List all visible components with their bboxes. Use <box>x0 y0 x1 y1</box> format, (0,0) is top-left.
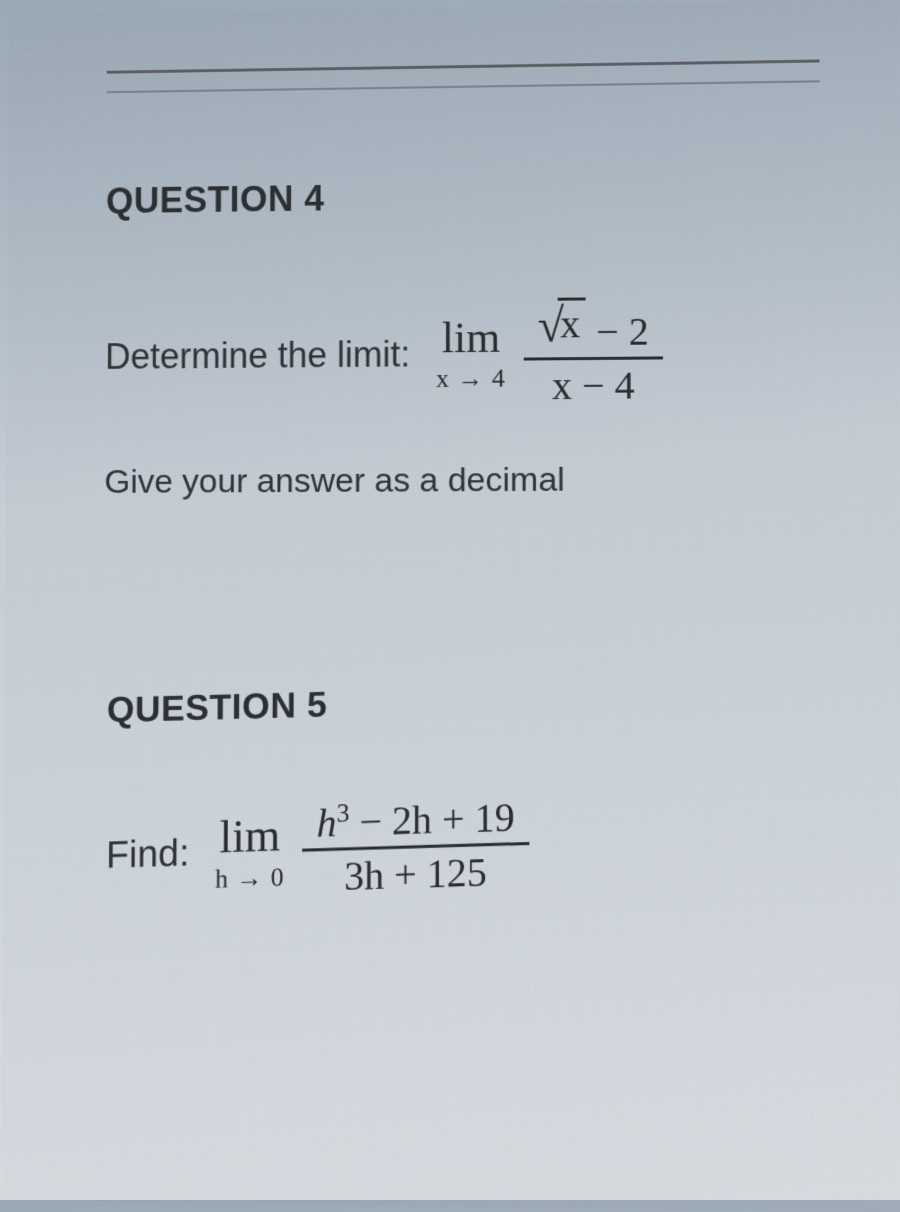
q4-prompt-text: Determine the limit: <box>105 334 410 378</box>
question-4-prompt-line: Determine the limit: lim x → 4 √ x − 2 x… <box>105 293 822 414</box>
q4-lim: lim x → 4 <box>436 316 506 392</box>
q4-lim-sub: x → 4 <box>436 366 506 392</box>
question-5-prompt-line: Find: lim h → 0 h3 − 2h + 19 3h + 125 <box>106 781 825 909</box>
q4-fraction: √ x − 2 x − 4 <box>524 295 663 412</box>
q5-lim-sub: h → 0 <box>215 864 285 892</box>
q5-denominator: 3h + 125 <box>330 847 501 903</box>
q5-lim-word: lim <box>219 812 280 860</box>
question-4-header: QUESTION 4 <box>106 172 821 222</box>
top-rule <box>107 60 820 74</box>
q5-numerator: h3 − 2h + 19 <box>303 791 529 850</box>
q5-lim: lim h → 0 <box>215 812 285 892</box>
q4-math: lim x → 4 √ x − 2 x − 4 <box>436 295 663 413</box>
q4-lim-word: lim <box>442 316 500 360</box>
q5-exp: 3 <box>337 799 350 829</box>
divider <box>107 80 820 93</box>
question-5-header: QUESTION 5 <box>107 671 824 731</box>
q5-math: lim h → 0 h3 − 2h + 19 3h + 125 <box>215 791 529 907</box>
sqrt-icon: √ x <box>538 297 586 347</box>
radical-sign: √ <box>538 310 564 344</box>
q4-num-after: − 2 <box>596 309 649 354</box>
q4-instruction: Give your answer as a decimal <box>104 460 822 502</box>
quiz-page: QUESTION 4 Determine the limit: lim x → … <box>41 0 869 1212</box>
q5-prompt-text: Find: <box>106 833 190 879</box>
q4-numerator: √ x − 2 <box>524 295 663 358</box>
q5-num-rest: − 2h + 19 <box>349 795 514 845</box>
q4-denominator: x − 4 <box>538 360 649 412</box>
q5-fraction: h3 − 2h + 19 3h + 125 <box>302 791 529 904</box>
